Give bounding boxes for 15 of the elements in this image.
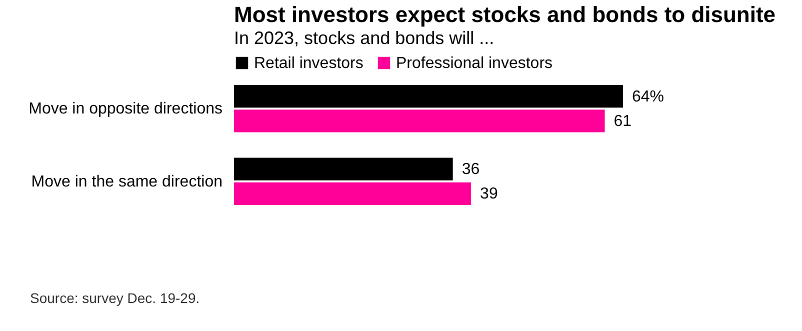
data-label: 39: [480, 186, 498, 203]
y-tick-label: Move in opposite directions: [28, 100, 222, 118]
chart-subtitle: In 2023, stocks and bonds will ...: [234, 28, 494, 48]
legend-label: Retail investors: [254, 55, 364, 72]
chart-title: Most investors expect stocks and bonds to disunite: [234, 2, 776, 27]
bar: [234, 110, 605, 132]
bar: [234, 85, 623, 108]
data-label: 61: [614, 112, 632, 130]
data-label: 64%: [632, 88, 664, 106]
bar: [234, 158, 453, 180]
bar: [234, 182, 472, 205]
y-tick-label: Move in the same direction: [31, 173, 222, 190]
source-note: Source: survey Dec. 19-29.: [30, 290, 200, 306]
legend-label: Professional investors: [396, 55, 553, 72]
data-label: 36: [462, 161, 480, 178]
